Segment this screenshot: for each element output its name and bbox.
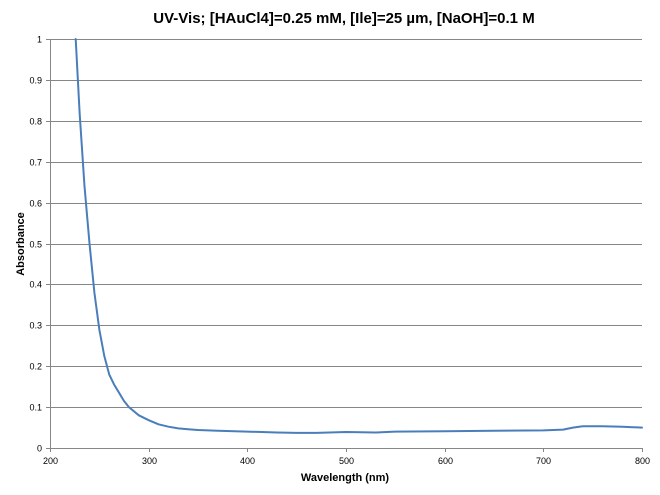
x-tick-label: 400 — [240, 456, 255, 466]
y-tick-label: 0.5 — [29, 240, 42, 250]
y-tick-label: 0.9 — [29, 76, 42, 86]
gridlines — [50, 39, 642, 408]
y-tick-label: 0.1 — [29, 403, 42, 413]
series-line — [74, 38, 643, 434]
series-layer — [74, 38, 643, 434]
tick-labels: 0 0.1 0.2 0.3 0.4 0.5 0.6 0.7 0.8 0.9 1 200 300 400 50… — [29, 35, 650, 467]
x-tick-label: 700 — [536, 456, 551, 466]
y-tick-label: 0.4 — [29, 280, 42, 290]
x-tick-label: 800 — [635, 456, 650, 466]
y-tick-label: 1 — [37, 35, 42, 45]
axes — [46, 39, 643, 452]
y-tick-label: 0.6 — [29, 199, 42, 209]
chart-title: UV-Vis; [HAuCl4]=0.25 mM, [Ile]=25 µm, [… — [153, 10, 534, 27]
y-tick-label: 0 — [37, 444, 42, 454]
y-tick-label: 0.2 — [29, 362, 42, 372]
y-tick-label: 0.8 — [29, 117, 42, 127]
x-tick-label: 300 — [142, 456, 157, 466]
y-tick-label: 0.3 — [29, 321, 42, 331]
y-tick-label: 0.7 — [29, 158, 42, 168]
x-tick-label: 500 — [339, 456, 354, 466]
x-tick-label: 600 — [438, 456, 453, 466]
y-axis-label: Absorbance — [15, 212, 27, 276]
x-axis-label: Wavelength (nm) — [301, 472, 390, 484]
x-tick-label: 200 — [43, 456, 58, 466]
